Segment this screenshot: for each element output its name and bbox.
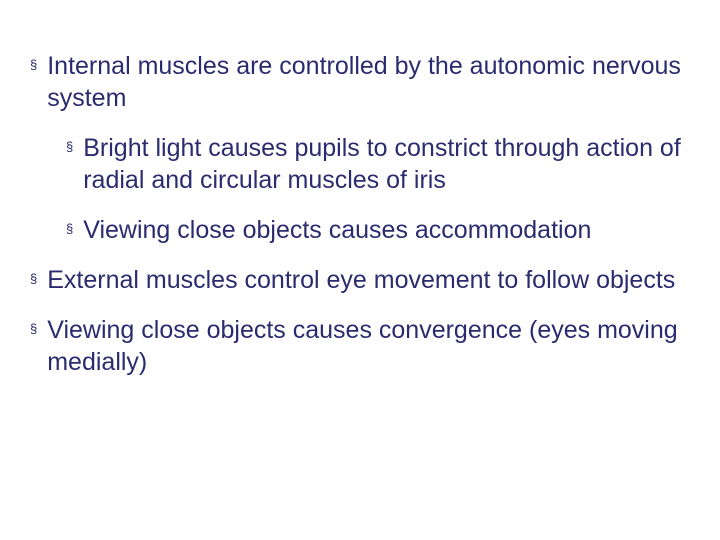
- list-item: § Internal muscles are controlled by the…: [30, 50, 700, 114]
- bullet-text: Bright light causes pupils to constrict …: [83, 132, 700, 196]
- bullet-marker-icon: §: [30, 58, 37, 71]
- list-item: § External muscles control eye movement …: [30, 264, 700, 296]
- bullet-marker-icon: §: [30, 272, 37, 285]
- bullet-marker-icon: §: [30, 322, 37, 335]
- bullet-text: Viewing close objects causes convergence…: [47, 314, 700, 378]
- bullet-text: Internal muscles are controlled by the a…: [47, 50, 700, 114]
- list-item: § Viewing close objects causes accommoda…: [66, 214, 700, 246]
- bullet-marker-icon: §: [66, 140, 73, 153]
- list-item: § Bright light causes pupils to constric…: [66, 132, 700, 196]
- list-item: § Viewing close objects causes convergen…: [30, 314, 700, 378]
- bullet-text: External muscles control eye movement to…: [47, 264, 675, 296]
- bullet-marker-icon: §: [66, 222, 73, 235]
- bullet-text: Viewing close objects causes accommodati…: [83, 214, 591, 246]
